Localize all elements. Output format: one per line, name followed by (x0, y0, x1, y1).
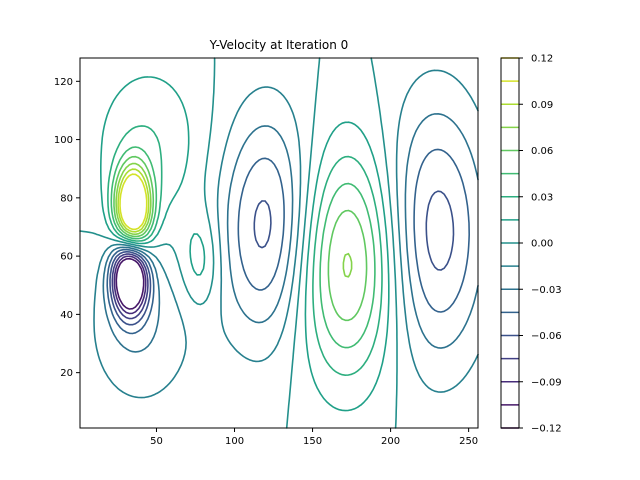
x-tick-label: 150 (303, 436, 322, 447)
contour-level-1 (115, 257, 145, 310)
contour-level-3 (111, 253, 149, 320)
contour-level-11 (110, 146, 376, 349)
y-tick-label: 40 (60, 310, 73, 321)
colorbar-tick-label: −0.09 (531, 377, 562, 388)
colorbar-tick-label: 0.12 (531, 54, 553, 65)
contour-level-15 (119, 173, 148, 231)
plot-frame (79, 57, 479, 429)
y-tick-label: 60 (60, 252, 73, 263)
y-axis: 20 40 60 80 100 120 (54, 77, 80, 379)
y-tick-label: 100 (54, 135, 73, 146)
colorbar-tick-label: −0.12 (531, 424, 562, 435)
x-axis: 50 100 150 200 250 (150, 428, 478, 447)
colorbar-tick-label: 0.06 (531, 146, 553, 157)
colorbar: −0.12 −0.09 −0.06 −0.03 0.00 0.03 0.06 0.09 0.12 (500, 54, 562, 435)
y-tick-label: 20 (60, 368, 73, 379)
x-tick-label: 50 (150, 436, 163, 447)
x-tick-label: 200 (381, 436, 400, 447)
y-tick-label: 80 (60, 193, 73, 204)
x-tick-label: 250 (459, 436, 478, 447)
contour-level-9 (100, 76, 390, 412)
contour-level-4 (109, 190, 455, 326)
x-tick-label: 100 (225, 436, 244, 447)
contour-level-12 (113, 155, 368, 322)
colorbar-tick-label: 0.03 (531, 192, 553, 203)
contour-level-14 (117, 168, 150, 233)
colorbar-tick-label: −0.03 (531, 285, 562, 296)
contour-level-10 (107, 125, 383, 376)
chart-title: Y-Velocity at Iteration 0 (209, 38, 349, 52)
contour-lines (79, 57, 479, 429)
contour-level-2 (113, 255, 147, 315)
contour-level-8 (79, 57, 398, 429)
contour-level-6 (102, 113, 479, 353)
contour-level-5 (106, 148, 470, 335)
contour-level-13 (115, 162, 353, 278)
colorbar-tick-label: 0.09 (531, 100, 553, 111)
y-tick-label: 120 (54, 77, 73, 88)
contour-level-7 (93, 69, 479, 399)
colorbar-tick-label: −0.06 (531, 331, 562, 342)
colorbar-tick-label: 0.00 (531, 239, 553, 250)
